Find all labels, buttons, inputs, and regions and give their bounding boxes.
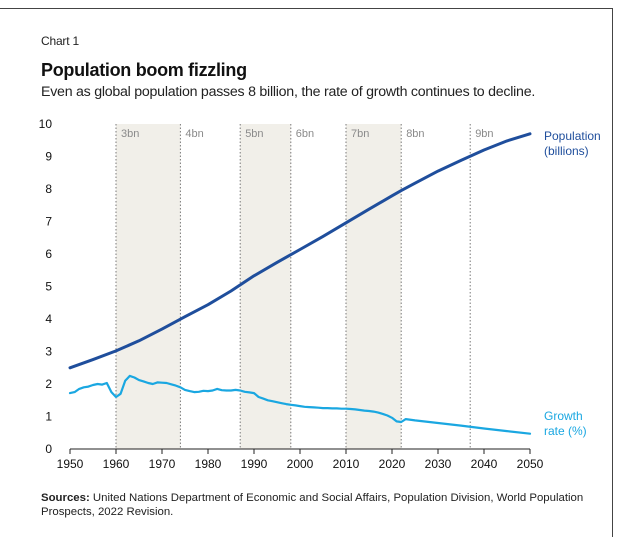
x-tick-label-1990: 1990 xyxy=(241,457,268,471)
milestone-label-6bn: 6bn xyxy=(296,128,314,140)
shaded-band-2 xyxy=(240,124,291,449)
x-tick-label-2030: 2030 xyxy=(425,457,452,471)
y-tick-label-2: 2 xyxy=(45,377,52,391)
y-tick-label-3: 3 xyxy=(45,345,52,359)
growth-series-label-line-2: rate (%) xyxy=(544,424,587,438)
y-tick-label-10: 10 xyxy=(39,117,53,131)
milestone-label-4bn: 4bn xyxy=(185,128,203,140)
milestone-label-9bn: 9bn xyxy=(475,128,493,140)
y-tick-label-5: 5 xyxy=(45,280,52,294)
milestone-label-7bn: 7bn xyxy=(351,128,369,140)
x-tick-label-2010: 2010 xyxy=(333,457,360,471)
x-tick-label-1970: 1970 xyxy=(149,457,176,471)
x-tick-label-2000: 2000 xyxy=(287,457,314,471)
chart-title: Population boom fizzling xyxy=(41,60,247,80)
chart-subtitle: Even as global population passes 8 billi… xyxy=(41,84,536,100)
population-line xyxy=(68,132,532,370)
x-tick-label-2040: 2040 xyxy=(471,457,498,471)
y-tick-label-4: 4 xyxy=(45,312,52,326)
x-tick-label-2020: 2020 xyxy=(379,457,406,471)
x-tick-label-1950: 1950 xyxy=(57,457,84,471)
shaded-band-3 xyxy=(346,124,402,449)
x-tick-label-1980: 1980 xyxy=(195,457,222,471)
milestone-label-3bn: 3bn xyxy=(121,128,139,140)
sources-text: United Nations Department of Economic an… xyxy=(41,492,584,518)
y-tick-label-9: 9 xyxy=(45,150,52,164)
growth-rate-line xyxy=(68,374,532,435)
population-series-label-line-1: Population xyxy=(544,129,601,143)
milestone-label-8bn: 8bn xyxy=(406,128,424,140)
shaded-band-1 xyxy=(116,124,181,449)
growth-series-label-line-1: Growth xyxy=(544,409,583,423)
x-tick-label-1960: 1960 xyxy=(103,457,130,471)
y-tick-label-0: 0 xyxy=(45,442,52,456)
y-tick-label-8: 8 xyxy=(45,182,52,196)
y-tick-label-7: 7 xyxy=(45,215,52,229)
y-tick-label-1: 1 xyxy=(45,410,52,424)
frame-right-border xyxy=(612,8,613,537)
population-series-label-line-2: (billions) xyxy=(544,144,589,158)
sources-label: Sources: xyxy=(41,492,90,504)
x-tick-label-2050: 2050 xyxy=(517,457,544,471)
frame-top-border xyxy=(0,8,612,9)
chart-kicker: Chart 1 xyxy=(41,34,79,48)
y-tick-label-6: 6 xyxy=(45,247,52,261)
milestone-label-5bn: 5bn xyxy=(245,128,263,140)
sources-note: Sources: United Nations Department of Ec… xyxy=(41,491,601,519)
